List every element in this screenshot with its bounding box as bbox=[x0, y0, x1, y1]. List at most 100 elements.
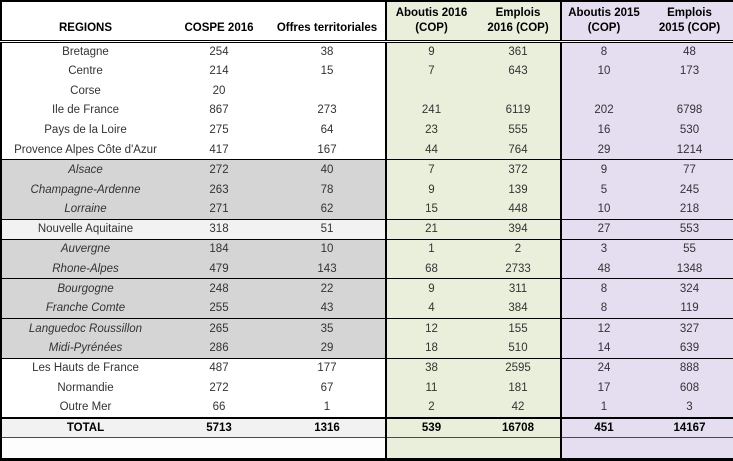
region-cell: Normandie bbox=[0, 378, 169, 398]
value-cell: 2733 bbox=[476, 259, 561, 279]
value-cell: 361 bbox=[476, 41, 561, 61]
value-cell: 48 bbox=[560, 259, 646, 279]
column-header-emplois-2016: Emplois 2016 (COP) bbox=[476, 0, 561, 43]
value-cell: 11 bbox=[385, 378, 476, 398]
region-cell: Corse bbox=[0, 80, 169, 101]
value-cell: 16708 bbox=[476, 416, 561, 439]
value-cell: 181 bbox=[476, 378, 561, 398]
column-header-aboutis-2015: Aboutis 2015 (COP) bbox=[560, 0, 646, 43]
column-header-emplois-2015: Emplois 2015 (COP) bbox=[646, 0, 733, 43]
column-header-offres-territoriales: Offres territoriales bbox=[269, 0, 386, 43]
header-line: Emplois bbox=[667, 7, 712, 20]
value-cell: 38 bbox=[385, 357, 476, 379]
value-cell: 16 bbox=[560, 120, 646, 141]
value-cell: 9 bbox=[560, 159, 646, 180]
table-row: Ile de France 867 273 241 6119 202 6798 bbox=[0, 100, 733, 121]
header-line: (COP) bbox=[587, 21, 621, 34]
value-cell: 555 bbox=[476, 120, 561, 141]
value-cell: 487 bbox=[169, 357, 269, 379]
value-cell: 324 bbox=[646, 278, 733, 299]
value-cell: 8 bbox=[560, 298, 646, 319]
value-cell: 271 bbox=[169, 199, 269, 220]
region-cell: Champagne-Ardenne bbox=[0, 179, 169, 200]
value-cell: 384 bbox=[476, 298, 561, 319]
table-row: Rhone-Alpes 479 143 68 2733 48 1348 bbox=[0, 259, 733, 279]
region-cell: Rhone-Alpes bbox=[0, 259, 169, 279]
value-cell bbox=[169, 437, 269, 458]
region-cell: Languedoc Roussillon bbox=[0, 318, 169, 339]
value-cell: 42 bbox=[476, 397, 561, 418]
region-cell: Midi-Pyrénées bbox=[0, 338, 169, 359]
value-cell: 27 bbox=[560, 218, 646, 240]
value-cell: 10 bbox=[560, 199, 646, 220]
table-row: Centre 214 15 7 643 10 173 bbox=[0, 60, 733, 81]
value-cell bbox=[269, 437, 386, 458]
value-cell: 24 bbox=[560, 357, 646, 379]
value-cell: 22 bbox=[269, 278, 386, 299]
value-cell: 20 bbox=[169, 80, 269, 101]
table-row: Bourgogne 248 22 9 311 8 324 bbox=[0, 278, 733, 299]
column-header-regions: REGIONS bbox=[0, 0, 169, 43]
value-cell: 272 bbox=[169, 159, 269, 180]
value-cell bbox=[646, 80, 733, 101]
value-cell: 9 bbox=[385, 179, 476, 200]
table-row: Provence Alpes Côte d'Azur 417 167 44 764 29 1… bbox=[0, 140, 733, 160]
value-cell bbox=[646, 437, 733, 458]
value-cell: 6119 bbox=[476, 100, 561, 121]
value-cell: 327 bbox=[646, 318, 733, 339]
value-cell: 64 bbox=[269, 120, 386, 141]
region-cell: Les Hauts de France bbox=[0, 357, 169, 379]
value-cell: 62 bbox=[269, 199, 386, 220]
table-header: REGIONS COSPE 2016 Offres territoriales … bbox=[0, 0, 733, 43]
header-line: 2016 (COP) bbox=[487, 21, 549, 34]
value-cell: 2 bbox=[476, 238, 561, 260]
value-cell: 254 bbox=[169, 41, 269, 61]
column-header-aboutis-2016: Aboutis 2016 (COP) bbox=[385, 0, 476, 43]
value-cell: 643 bbox=[476, 60, 561, 81]
table-row: Midi-Pyrénées 286 29 18 510 14 639 bbox=[0, 338, 733, 359]
value-cell: 7 bbox=[385, 60, 476, 81]
value-cell: 867 bbox=[169, 100, 269, 121]
header-line: 2015 (COP) bbox=[658, 21, 721, 34]
value-cell: 17 bbox=[560, 378, 646, 398]
header-row: REGIONS COSPE 2016 Offres territoriales … bbox=[0, 0, 733, 43]
value-cell: 173 bbox=[646, 60, 733, 81]
value-cell: 38 bbox=[269, 41, 386, 61]
value-cell: 318 bbox=[169, 218, 269, 240]
value-cell: 248 bbox=[169, 278, 269, 299]
value-cell bbox=[476, 437, 561, 458]
table-row: Champagne-Ardenne 263 78 9 139 5 245 bbox=[0, 179, 733, 200]
value-cell: 1316 bbox=[269, 416, 386, 439]
region-cell: Bretagne bbox=[0, 41, 169, 61]
region-cell: Auvergne bbox=[0, 238, 169, 260]
value-cell: 3 bbox=[646, 397, 733, 418]
value-cell: 6798 bbox=[646, 100, 733, 121]
header-line: Emplois bbox=[495, 7, 541, 20]
value-cell: 177 bbox=[269, 357, 386, 379]
region-cell: Alsace bbox=[0, 159, 169, 180]
value-cell bbox=[560, 80, 646, 101]
value-cell: 139 bbox=[476, 179, 561, 200]
value-cell: 1214 bbox=[646, 140, 733, 160]
value-cell: 272 bbox=[169, 378, 269, 398]
value-cell: 265 bbox=[169, 318, 269, 339]
value-cell bbox=[476, 80, 561, 101]
value-cell: 18 bbox=[385, 338, 476, 359]
value-cell: 12 bbox=[560, 318, 646, 339]
value-cell: 2595 bbox=[476, 357, 561, 379]
value-cell: 3 bbox=[560, 238, 646, 260]
value-cell: 15 bbox=[385, 199, 476, 220]
region-cell: Provence Alpes Côte d'Azur bbox=[0, 140, 169, 160]
table-row: Normandie 272 67 11 181 17 608 bbox=[0, 378, 733, 398]
value-cell: 7 bbox=[385, 159, 476, 180]
value-cell: 255 bbox=[169, 298, 269, 319]
value-cell: 608 bbox=[646, 378, 733, 398]
value-cell: 4 bbox=[385, 298, 476, 319]
value-cell: 21 bbox=[385, 218, 476, 240]
value-cell: 143 bbox=[269, 259, 386, 279]
value-cell: 9 bbox=[385, 41, 476, 61]
value-cell: 10 bbox=[269, 238, 386, 260]
region-cell: TOTAL bbox=[0, 416, 169, 439]
header-line: Aboutis 2015 bbox=[568, 7, 640, 20]
